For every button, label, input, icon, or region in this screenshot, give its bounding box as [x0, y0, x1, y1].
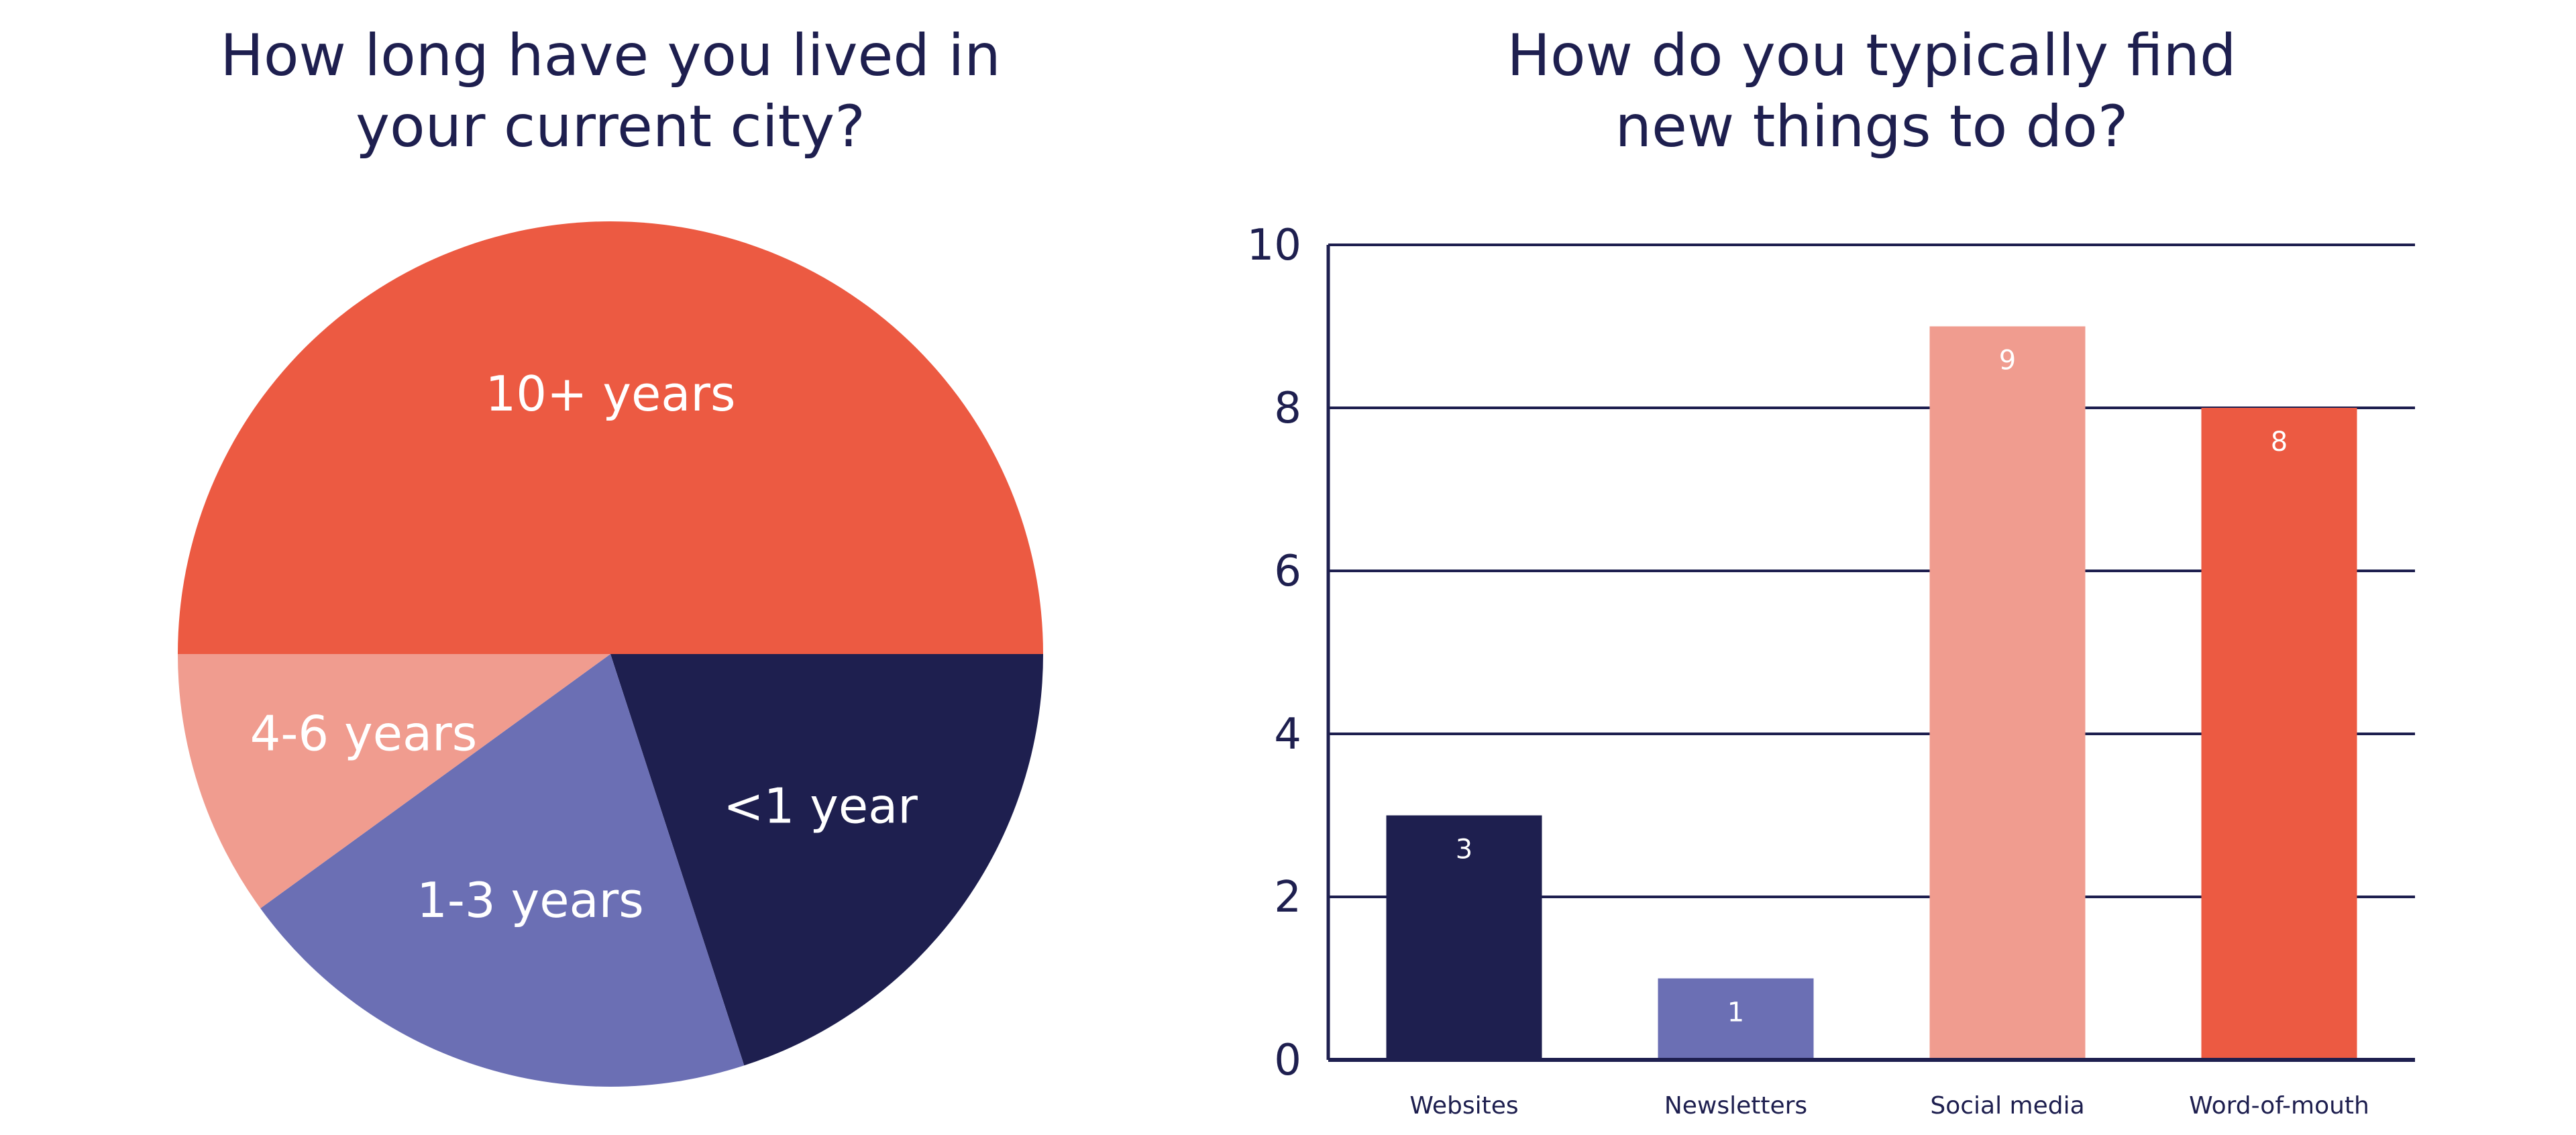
category-label-newsletters: Newsletters — [1664, 1092, 1807, 1120]
pie-label-1-3-years: 1-3 years — [417, 872, 644, 928]
bar-title-line-2: new things to do? — [1615, 93, 2129, 160]
y-tick-10: 10 — [1247, 221, 1301, 270]
y-tick-4: 4 — [1274, 710, 1301, 759]
bar-category-labels: Websites Newsletters Social media Word-of-m… — [1409, 1092, 2369, 1120]
y-tick-2: 2 — [1274, 873, 1301, 922]
pie-label-10-years: 10+ years — [486, 366, 736, 422]
data-label-social-media: 9 — [1999, 345, 2016, 376]
category-label-social-media: Social media — [1930, 1092, 2084, 1120]
bar-y-tick-labels: 0 2 4 6 8 10 — [1247, 221, 1301, 1085]
pie-slice-10-years — [178, 221, 1043, 654]
bar-social-media — [1929, 326, 2086, 1060]
pie-slice-4-6-years — [178, 654, 610, 909]
bar-chart: How do you typically find new things to … — [1247, 22, 2415, 1120]
pie-label-1-year: <1 year — [723, 777, 918, 834]
bar-websites — [1386, 815, 1542, 1060]
pie-title-line-1: How long have you lived in — [220, 22, 1001, 89]
data-label-word-of-mouth: 8 — [2271, 427, 2288, 457]
pie-slice-1-year — [610, 654, 1043, 1066]
pie-labels: 10+ years <1 year 1-3 years 4-6 years — [250, 366, 918, 928]
pie-label-4-6-years: 4-6 years — [250, 706, 478, 762]
y-tick-6: 6 — [1274, 547, 1301, 596]
pie-slices — [178, 221, 1043, 1087]
category-label-websites: Websites — [1409, 1092, 1518, 1120]
data-label-websites: 3 — [1456, 834, 1472, 865]
bar-title-line-1: How do you typically find — [1507, 22, 2236, 89]
y-tick-8: 8 — [1274, 384, 1301, 433]
bar-data-labels: 3 1 9 8 — [1456, 345, 2288, 1028]
pie-chart: How long have you lived in your current … — [178, 22, 1043, 1087]
y-tick-0: 0 — [1274, 1036, 1301, 1085]
pie-slice-1-3-years — [260, 654, 745, 1087]
bar-bars — [1386, 326, 2357, 1060]
bar-axes — [1326, 245, 2415, 1062]
category-label-word-of-mouth: Word-of-mouth — [2189, 1092, 2369, 1120]
data-label-newsletters: 1 — [1727, 997, 1744, 1028]
bar-word-of-mouth — [2201, 408, 2357, 1060]
pie-title-line-2: your current city? — [356, 93, 865, 160]
bar-newsletters — [1658, 978, 1814, 1060]
